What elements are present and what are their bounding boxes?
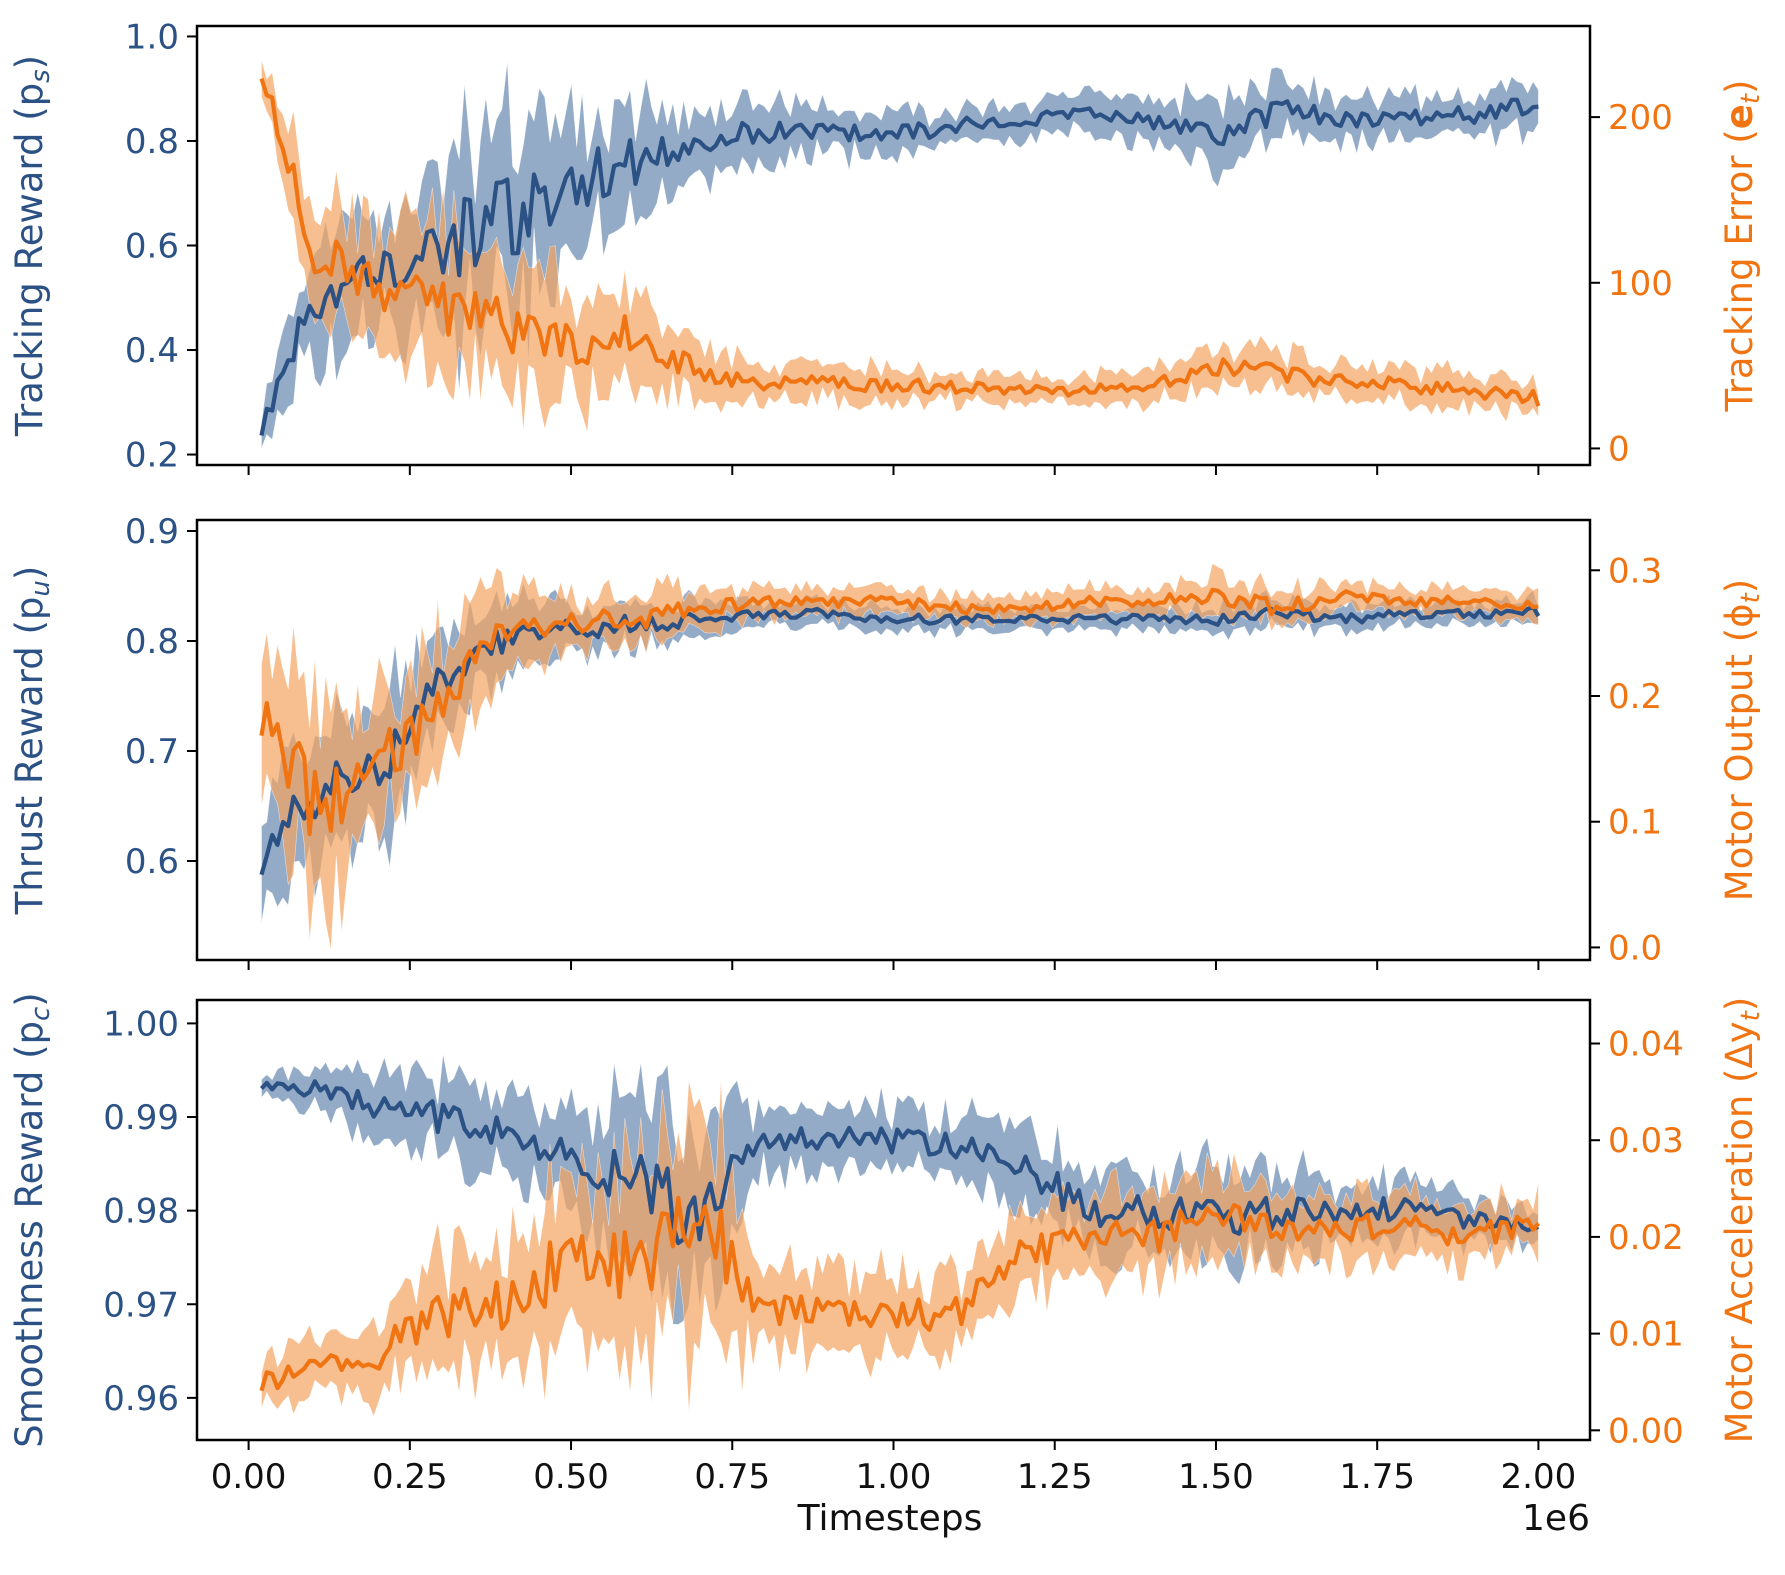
left-tick-label: 0.7 [125,732,179,772]
left-axis-title: Thrust Reward (pu) [8,566,56,916]
right-tick-label: 0.03 [1608,1121,1684,1161]
right-tick-label: 0 [1608,429,1630,469]
left-tick-label: 1.00 [103,1004,179,1044]
left-tick-label: 0.4 [125,331,179,371]
x-tick-label: 1.75 [1339,1457,1415,1497]
right-tick-label: 100 [1608,264,1673,304]
series-line-smoothness-reward [259,1079,1539,1246]
right-tick-label: 0.2 [1608,677,1662,717]
series-line-motor-output [259,587,1539,837]
plot-area [259,563,1541,951]
right-band-tracking-error [261,60,1539,433]
left-tick-label: 0.97 [103,1285,179,1325]
left-tick-label: 0.6 [125,842,179,882]
x-axis-scale: 1e6 [1522,1498,1590,1539]
left-tick-label: 0.8 [125,622,179,662]
right-tick-label: 0.00 [1608,1411,1684,1451]
right-axis-title: Motor Output (ϕt) [1718,579,1766,901]
x-tick-label: 1.25 [1017,1457,1093,1497]
series-line-tracking-reward [259,97,1539,436]
right-tick-label: 0.1 [1608,803,1662,843]
left-tick-label: 0.8 [125,122,179,162]
right-tick-label: 0.3 [1608,551,1662,591]
right-tick-label: 0.04 [1608,1025,1684,1065]
left-axis-title: Smoothness Reward (pc) [8,992,56,1448]
right-tick-label: 0.01 [1608,1315,1684,1355]
x-tick-label: 2.00 [1501,1457,1577,1497]
right-band-motor-acceleration [261,1078,1539,1417]
x-tick-label: 0.75 [694,1457,770,1497]
right-axis-title: Motor Acceleration (Δyt) [1718,997,1766,1444]
panel-tracking: 0.2 0.4 0.6 0.8 1.0 0 100 200 Tracking Reward (p… [8,17,1766,475]
left-band-thrust-reward [261,581,1539,924]
series-line-thrust-reward [259,604,1541,876]
x-tick-label: 1.00 [856,1457,932,1497]
x-tick-label: 0.50 [533,1457,609,1497]
x-tick-label: 0.25 [372,1457,448,1497]
left-tick-label: 0.2 [125,436,179,476]
left-tick-label: 0.99 [103,1098,179,1138]
left-tick-label: 0.9 [125,512,179,552]
left-band-tracking-reward [261,61,1539,449]
panel-thrust: 0.6 0.7 0.8 0.9 0.0 0.1 0.2 0.3 Thrust Reward (p… [8,512,1766,970]
x-tick-label: 1.50 [1178,1457,1254,1497]
left-tick-label: 1.0 [125,17,179,57]
right-axis-title: Tracking Error (et) [1718,80,1766,413]
right-tick-label: 0.02 [1608,1218,1684,1258]
plot-area [259,1054,1541,1417]
x-tick-label: 0.00 [211,1457,287,1497]
series-line-motor-acceleration [259,1195,1541,1392]
series-line-tracking-error [259,77,1541,407]
plot-area [259,60,1541,449]
left-tick-label: 0.6 [125,227,179,267]
x-axis: 0.00 0.25 0.50 0.75 1.00 1.25 1.50 1.75 2.00 [211,1457,1577,1497]
panel-smoothness: 0.96 0.97 0.98 0.99 1.00 0.00 0.01 0.02 0.03 0.04… [8,992,1766,1451]
x-axis-title: Timesteps [797,1498,983,1539]
left-tick-label: 0.98 [103,1192,179,1232]
left-tick-label: 0.96 [103,1379,179,1419]
right-tick-label: 0.0 [1608,928,1662,968]
left-axis-title: Tracking Reward (ps) [8,55,56,437]
right-tick-label: 200 [1608,98,1673,138]
